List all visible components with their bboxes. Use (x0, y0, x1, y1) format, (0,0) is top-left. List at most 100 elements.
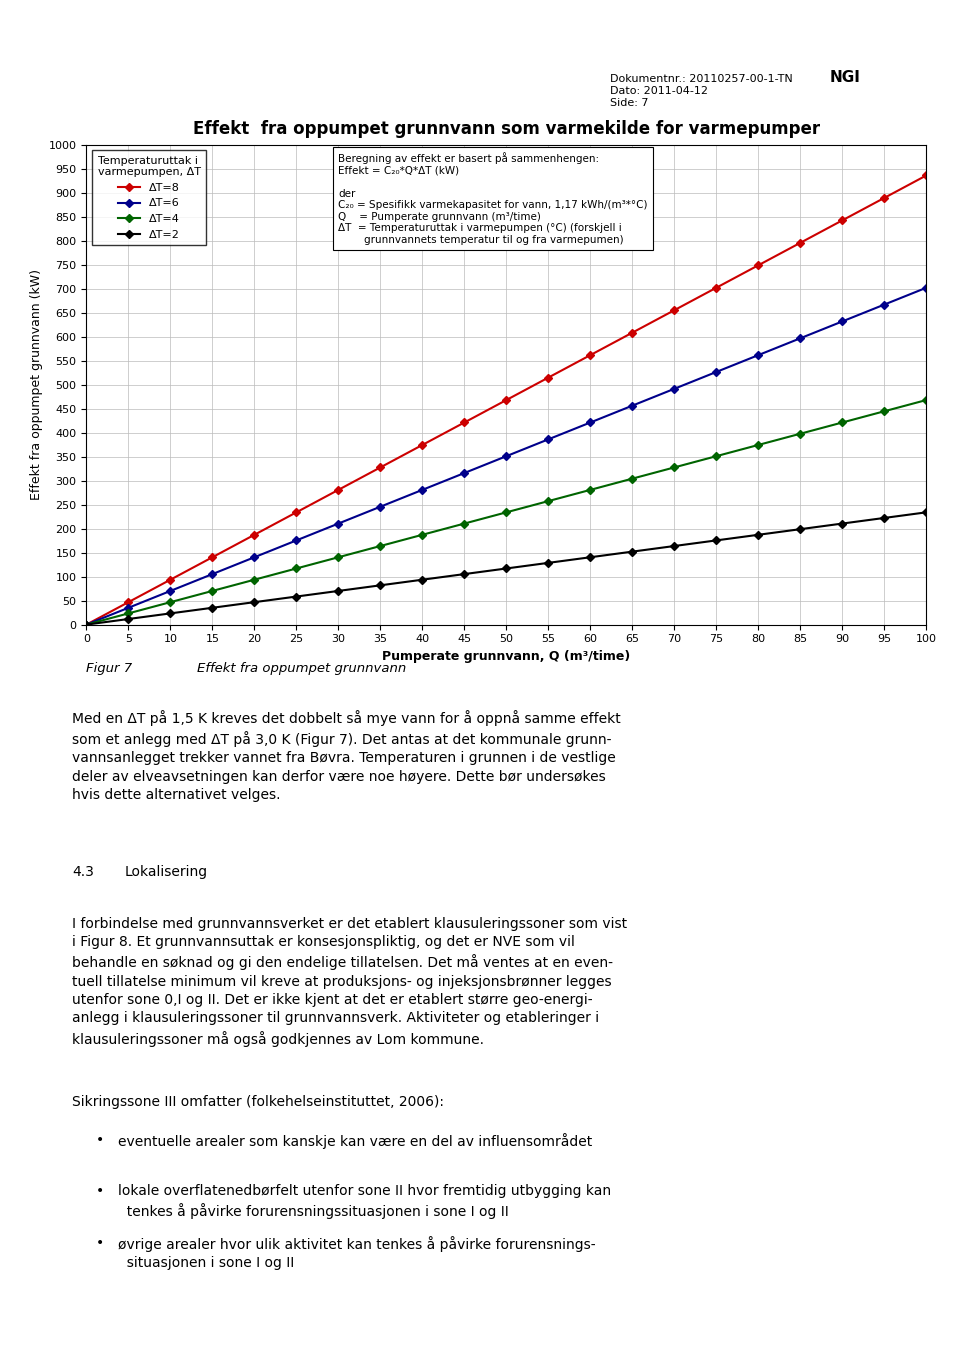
ΔT=2 (164, 606, 176, 622)
ΔT=2 (206, 600, 218, 617)
ΔT=8 (585, 347, 596, 364)
ΔT=6 (291, 533, 302, 549)
Text: Dokumentnr.: 20110257-00-1-TN
Dato: 2011-04-12
Side: 7: Dokumentnr.: 20110257-00-1-TN Dato: 2011… (610, 74, 792, 108)
ΔT=6 (795, 330, 806, 346)
ΔT=6 (164, 583, 176, 599)
Text: Sikringssone III omfatter (folkehelseinstituttet, 2006):: Sikringssone III omfatter (folkehelseins… (72, 1095, 444, 1109)
Text: Beregning av effekt er basert på sammenhengen:
Effekt = C₂₀*Q*ΔT (kW)

der
C₂₀ =: Beregning av effekt er basert på sammenh… (338, 151, 648, 245)
ΔT=8 (417, 437, 428, 453)
Line: ΔT=4: ΔT=4 (84, 397, 929, 627)
ΔT=2 (291, 588, 302, 604)
ΔT=2 (668, 538, 680, 554)
ΔT=8 (878, 189, 890, 206)
ΔT=8 (164, 572, 176, 588)
ΔT=4 (123, 606, 134, 622)
ΔT=2 (417, 572, 428, 588)
ΔT=4 (374, 538, 386, 554)
ΔT=8 (627, 324, 638, 341)
ΔT=8 (795, 235, 806, 251)
ΔT=8 (921, 168, 932, 184)
ΔT=8 (836, 212, 849, 228)
ΔT=8 (710, 280, 722, 296)
ΔT=6 (753, 347, 764, 364)
ΔT=8 (501, 392, 513, 408)
ΔT=6 (332, 515, 344, 531)
ΔT=2 (627, 544, 638, 560)
Text: 4.3: 4.3 (72, 865, 94, 879)
Text: Effekt fra oppumpet grunnvann: Effekt fra oppumpet grunnvann (197, 662, 406, 676)
ΔT=2 (374, 577, 386, 594)
Text: øvrige arealer hvor ulik aktivitet kan tenkes å påvirke forurensnings-
  situasj: øvrige arealer hvor ulik aktivitet kan t… (118, 1236, 596, 1270)
ΔT=2 (81, 617, 92, 633)
ΔT=2 (585, 549, 596, 565)
Legend: ΔT=8, ΔT=6, ΔT=4, ΔT=2: ΔT=8, ΔT=6, ΔT=4, ΔT=2 (92, 150, 206, 245)
ΔT=2 (795, 521, 806, 537)
ΔT=8 (123, 594, 134, 610)
ΔT=2 (459, 566, 470, 583)
ΔT=6 (206, 566, 218, 583)
ΔT=4 (753, 437, 764, 453)
ΔT=4 (836, 414, 849, 430)
ΔT=4 (585, 481, 596, 498)
ΔT=4 (249, 572, 260, 588)
ΔT=2 (123, 611, 134, 627)
Text: •: • (96, 1184, 105, 1198)
ΔT=6 (627, 397, 638, 414)
ΔT=6 (459, 465, 470, 481)
X-axis label: Pumperate grunnvann, Q (m³/time): Pumperate grunnvann, Q (m³/time) (382, 650, 631, 662)
Line: ΔT=2: ΔT=2 (84, 510, 929, 627)
Title: Effekt  fra oppumpet grunnvann som varmekilde for varmepumper: Effekt fra oppumpet grunnvann som varmek… (193, 119, 820, 138)
ΔT=6 (585, 414, 596, 430)
Text: Figur 7: Figur 7 (86, 662, 132, 676)
Text: NGI: NGI (829, 70, 860, 85)
ΔT=4 (206, 583, 218, 599)
ΔT=2 (501, 560, 513, 576)
ΔT=6 (836, 314, 849, 330)
ΔT=4 (542, 493, 554, 510)
Text: eventuelle arealer som kanskje kan være en del av influensområdet: eventuelle arealer som kanskje kan være … (118, 1133, 592, 1149)
Text: ▲: ▲ (861, 26, 876, 45)
ΔT=8 (81, 617, 92, 633)
ΔT=8 (249, 527, 260, 544)
ΔT=4 (417, 527, 428, 544)
ΔT=6 (710, 364, 722, 380)
ΔT=2 (542, 554, 554, 571)
ΔT=4 (921, 392, 932, 408)
Y-axis label: Effekt fra oppumpet grunnvann (kW): Effekt fra oppumpet grunnvann (kW) (30, 269, 43, 500)
Text: Lokalisering: Lokalisering (125, 865, 208, 879)
ΔT=4 (668, 460, 680, 476)
ΔT=8 (668, 301, 680, 318)
Text: lokale overflatenedbørfelt utenfor sone II hvor fremtidig utbygging kan
  tenkes: lokale overflatenedbørfelt utenfor sone … (118, 1184, 612, 1220)
ΔT=4 (795, 426, 806, 442)
ΔT=2 (332, 583, 344, 599)
ΔT=4 (627, 470, 638, 487)
ΔT=8 (206, 549, 218, 565)
ΔT=6 (123, 600, 134, 617)
ΔT=4 (291, 560, 302, 576)
ΔT=2 (878, 510, 890, 526)
ΔT=2 (710, 533, 722, 549)
ΔT=4 (332, 549, 344, 565)
ΔT=4 (878, 403, 890, 419)
ΔT=4 (81, 617, 92, 633)
ΔT=8 (374, 460, 386, 476)
ΔT=4 (164, 594, 176, 610)
Text: •: • (96, 1236, 105, 1249)
Text: Med en ΔT på 1,5 K kreves det dobbelt så mye vann for å oppnå samme effekt
som e: Med en ΔT på 1,5 K kreves det dobbelt så… (72, 710, 621, 802)
ΔT=6 (542, 431, 554, 448)
ΔT=8 (291, 504, 302, 521)
ΔT=2 (249, 594, 260, 610)
ΔT=6 (417, 481, 428, 498)
ΔT=6 (81, 617, 92, 633)
ΔT=2 (836, 515, 849, 531)
ΔT=2 (753, 527, 764, 544)
ΔT=6 (878, 296, 890, 312)
ΔT=6 (921, 280, 932, 296)
ΔT=8 (459, 414, 470, 430)
ΔT=6 (668, 381, 680, 397)
Line: ΔT=6: ΔT=6 (84, 285, 929, 627)
Text: •: • (96, 1133, 105, 1146)
ΔT=6 (501, 448, 513, 464)
ΔT=6 (249, 549, 260, 565)
ΔT=4 (710, 448, 722, 464)
